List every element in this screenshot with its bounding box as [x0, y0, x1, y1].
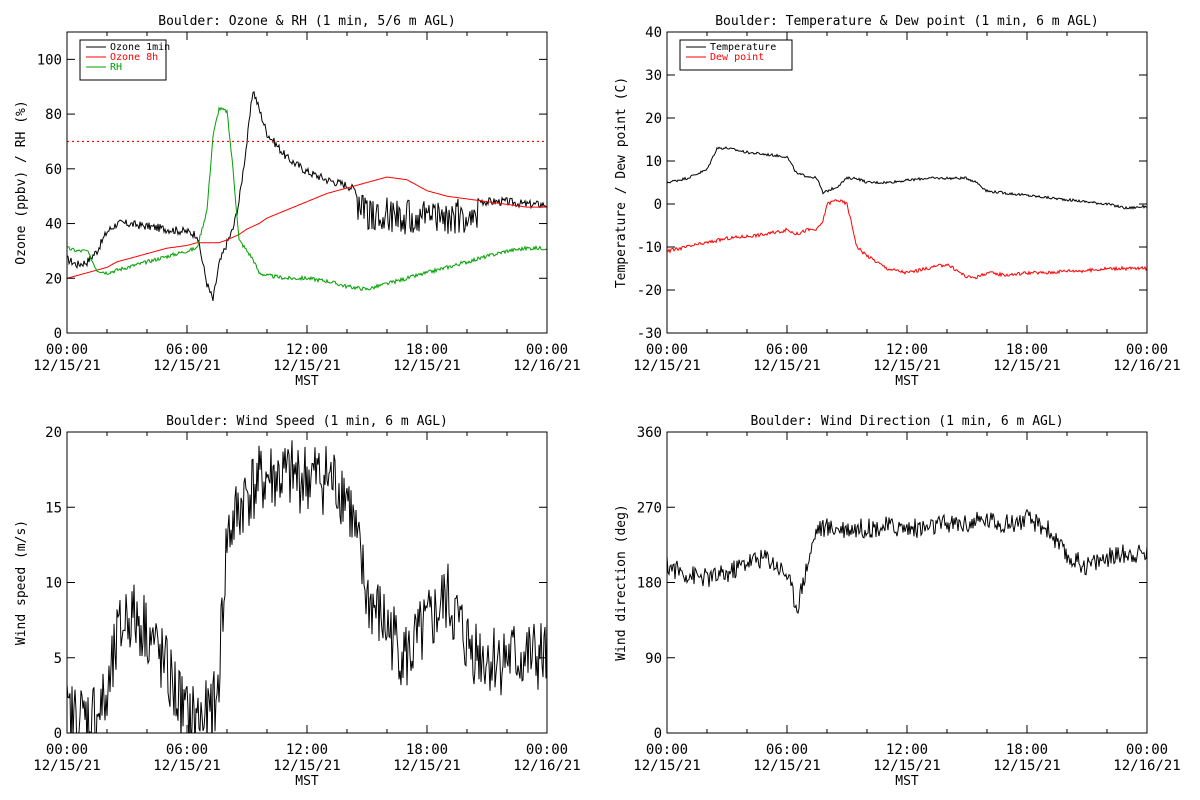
y-tick-label: 360	[637, 425, 662, 441]
y-tick-label: 180	[637, 576, 662, 592]
x-tick-date-label: 12/16/21	[513, 758, 580, 774]
x-tick-label: 00:00	[646, 342, 688, 358]
y-tick-label: 10	[45, 576, 62, 592]
x-tick-label: 00:00	[1126, 342, 1168, 358]
x-tick-date-label: 12/15/21	[273, 358, 340, 374]
y-tick-label: 0	[654, 726, 662, 742]
x-tick-date-label: 12/15/21	[33, 358, 100, 374]
y-tick-label: 0	[54, 726, 62, 742]
x-axis-label: MST	[895, 374, 919, 389]
y-tick-label: 20	[45, 425, 62, 441]
plot-frame	[666, 431, 1148, 734]
chart-panel-3: Boulder: Wind Speed (1 min, 6 m AGL) 0 5 10…	[14, 414, 581, 789]
y-tick-label: 0	[654, 197, 662, 213]
series-line-dew-point	[667, 199, 1147, 280]
x-tick-label: 18:00	[406, 342, 448, 358]
chart-panel-2: Boulder: Temperature & Dew point (1 min,…	[614, 14, 1181, 389]
x-tick-label: 18:00	[406, 742, 448, 758]
x-tick-label: 18:00	[1006, 342, 1048, 358]
y-tick-label: 15	[45, 500, 62, 516]
y-axis-label: Wind speed (m/s)	[14, 520, 29, 645]
legend-entry: Ozone 1min	[110, 42, 170, 53]
x-tick-label: 06:00	[766, 742, 808, 758]
y-tick-label: 5	[54, 651, 62, 667]
x-axis-label: MST	[295, 374, 319, 389]
chart-title: Boulder: Temperature & Dew point (1 min,…	[715, 14, 1099, 29]
chart-title: Boulder: Ozone & RH (1 min, 5/6 m AGL)	[158, 14, 455, 29]
x-tick-date-label: 12/15/21	[873, 358, 940, 374]
chart-panel-4: Boulder: Wind Direction (1 min, 6 m AGL)…	[614, 414, 1181, 789]
x-tick-label: 06:00	[166, 342, 208, 358]
y-axis-label: Temperature / Dew point (C)	[614, 77, 629, 288]
y-tick-label: 100	[37, 52, 62, 68]
y-tick-label: 10	[645, 154, 662, 170]
y-axis-label: Wind direction (deg)	[614, 504, 629, 661]
y-tick-label: 40	[645, 25, 662, 41]
x-tick-date-label: 12/15/21	[873, 758, 940, 774]
y-tick-label: 30	[645, 68, 662, 84]
legend-entry: RH	[110, 62, 122, 73]
x-tick-label: 06:00	[166, 742, 208, 758]
y-tick-label: -30	[637, 326, 662, 342]
x-tick-label: 00:00	[646, 742, 688, 758]
legend-entry: Ozone 8h	[110, 52, 158, 63]
x-tick-date-label: 12/16/21	[1113, 358, 1180, 374]
y-tick-label: 20	[45, 271, 62, 287]
y-tick-label: 40	[45, 217, 62, 233]
series-line-ozone-8h	[67, 176, 547, 279]
x-tick-label: 18:00	[1006, 742, 1048, 758]
x-tick-date-label: 12/15/21	[153, 758, 220, 774]
chart-title: Boulder: Wind Direction (1 min, 6 m AGL)	[750, 414, 1063, 429]
x-tick-label: 12:00	[286, 742, 328, 758]
y-tick-label: 60	[45, 162, 62, 178]
x-tick-date-label: 12/16/21	[513, 358, 580, 374]
plot-frame	[666, 31, 1148, 334]
series-line-temperature	[667, 146, 1147, 210]
x-tick-date-label: 12/15/21	[393, 358, 460, 374]
legend-box	[679, 39, 793, 71]
y-tick-label: -10	[637, 240, 662, 256]
x-tick-date-label: 12/15/21	[993, 758, 1060, 774]
x-tick-date-label: 12/15/21	[633, 758, 700, 774]
x-tick-label: 00:00	[526, 742, 568, 758]
x-tick-label: 12:00	[286, 342, 328, 358]
x-tick-label: 12:00	[886, 742, 928, 758]
x-tick-date-label: 12/15/21	[633, 358, 700, 374]
chart-title: Boulder: Wind Speed (1 min, 6 m AGL)	[166, 414, 448, 429]
chart-panel-1: Boulder: Ozone & RH (1 min, 5/6 m AGL) 0 2…	[14, 14, 581, 389]
x-tick-label: 00:00	[1126, 742, 1168, 758]
series-line-rh	[67, 106, 547, 291]
series-line-main	[67, 440, 547, 733]
y-axis-label: Ozone (ppbv) / RH (%)	[14, 100, 29, 264]
y-tick-label: 80	[45, 107, 62, 123]
x-tick-label: 00:00	[46, 342, 88, 358]
y-tick-label: 20	[645, 111, 662, 127]
x-tick-date-label: 12/16/21	[1113, 758, 1180, 774]
x-tick-date-label: 12/15/21	[753, 358, 820, 374]
y-tick-label: -20	[637, 283, 662, 299]
legend-entry: Temperature	[710, 42, 776, 53]
x-tick-label: 00:00	[526, 342, 568, 358]
x-tick-label: 12:00	[886, 342, 928, 358]
x-tick-date-label: 12/15/21	[153, 358, 220, 374]
x-axis-label: MST	[295, 774, 319, 789]
y-tick-label: 0	[54, 326, 62, 342]
x-tick-label: 06:00	[766, 342, 808, 358]
series-line-ozone-1min	[67, 90, 547, 302]
x-tick-date-label: 12/15/21	[393, 758, 460, 774]
legend-box	[79, 39, 167, 81]
y-tick-label: 270	[637, 500, 662, 516]
series-line-main	[667, 508, 1147, 615]
x-tick-date-label: 12/15/21	[993, 358, 1060, 374]
x-tick-label: 00:00	[46, 742, 88, 758]
x-tick-date-label: 12/15/21	[273, 758, 340, 774]
legend-entry: Dew point	[710, 52, 764, 63]
y-tick-label: 90	[645, 651, 662, 667]
x-tick-date-label: 12/15/21	[753, 758, 820, 774]
x-tick-date-label: 12/15/21	[33, 758, 100, 774]
x-axis-label: MST	[895, 774, 919, 789]
